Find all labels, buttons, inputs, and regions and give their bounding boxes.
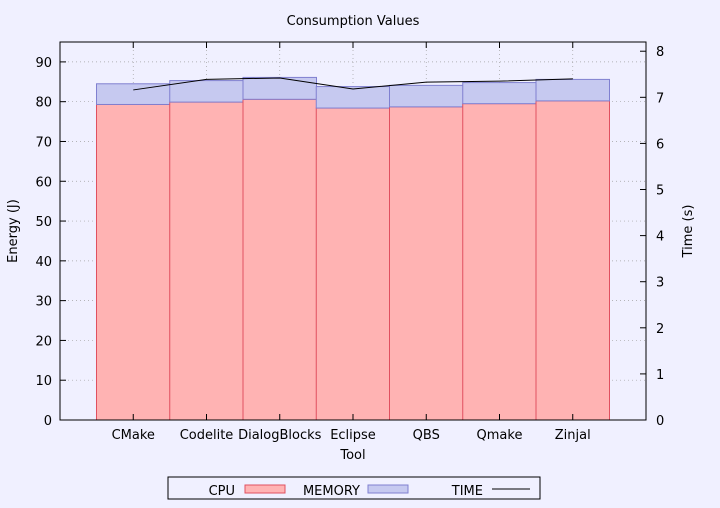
x-axis-title: Tool bbox=[339, 448, 365, 463]
x-tick-label: Codelite bbox=[180, 428, 234, 443]
y2-tick-label: 8 bbox=[656, 45, 664, 60]
y-tick-label: 0 bbox=[44, 414, 52, 429]
y2-tick-label: 2 bbox=[656, 322, 664, 337]
bar-cpu-qmake bbox=[462, 103, 537, 421]
y-tick-label: 20 bbox=[35, 334, 52, 349]
bar-cpu-cmake bbox=[96, 103, 171, 421]
y2-tick-label: 4 bbox=[656, 230, 664, 245]
y2-axis-title: Time (s) bbox=[681, 205, 696, 259]
chart-title: Consumption Values bbox=[287, 14, 420, 29]
bars-group bbox=[96, 76, 610, 421]
legend: CPU MEMORY TIME bbox=[167, 476, 541, 500]
x-tick-label: DialogBlocks bbox=[238, 428, 322, 443]
bar-memory-codelite bbox=[169, 80, 244, 103]
bar-memory-cmake bbox=[96, 83, 171, 105]
y2-tick-label: 0 bbox=[656, 414, 664, 429]
legend-frame bbox=[167, 476, 541, 500]
y-tick-label: 50 bbox=[35, 215, 52, 230]
y-tick-label: 30 bbox=[35, 295, 52, 310]
legend-label-time: TIME bbox=[451, 484, 483, 499]
y2-axis-ticks: 0 1 2 3 4 5 6 7 8 bbox=[640, 45, 664, 429]
y2-tick-label: 5 bbox=[656, 184, 664, 199]
bar-cpu-zinjal bbox=[535, 100, 610, 421]
x-tick-label: CMake bbox=[112, 428, 155, 443]
y2-tick-label: 7 bbox=[656, 91, 664, 106]
bar-memory-qmake bbox=[462, 82, 537, 105]
bar-cpu-codelite bbox=[169, 101, 244, 421]
y-tick-label: 70 bbox=[35, 135, 52, 150]
legend-label-memory: MEMORY bbox=[303, 484, 360, 499]
y-tick-label: 90 bbox=[35, 56, 52, 71]
x-tick-label: Zinjal bbox=[555, 428, 591, 443]
y-tick-label: 80 bbox=[35, 96, 52, 111]
bar-memory-dialogblocks bbox=[242, 76, 317, 100]
time-series-line bbox=[133, 77, 573, 91]
bar-memory-zinjal bbox=[535, 78, 610, 102]
y2-tick-label: 3 bbox=[656, 276, 664, 291]
y-axis-ticks: 0 10 20 30 40 50 60 70 80 90 bbox=[35, 56, 66, 429]
legend-swatch-cpu bbox=[244, 484, 286, 494]
y2-tick-label: 6 bbox=[656, 137, 664, 152]
x-tick-label: Qmake bbox=[477, 428, 523, 443]
legend-swatch-memory bbox=[367, 484, 409, 494]
bar-memory-eclipse bbox=[315, 86, 391, 109]
bar-cpu-qbs bbox=[389, 106, 464, 421]
bar-cpu-eclipse bbox=[315, 107, 391, 421]
x-tick-label: QBS bbox=[413, 428, 440, 443]
time-line-group bbox=[133, 77, 573, 91]
y-tick-label: 10 bbox=[35, 374, 52, 389]
y-tick-label: 40 bbox=[35, 255, 52, 270]
legend-label-cpu: CPU bbox=[209, 484, 235, 499]
bar-memory-qbs bbox=[389, 84, 464, 108]
y2-tick-label: 1 bbox=[656, 368, 664, 383]
x-tick-label: Eclipse bbox=[330, 428, 376, 443]
x-axis-ticks: CMake Codelite DialogBlocks Eclipse QBS Qmake… bbox=[112, 42, 591, 443]
bar-cpu-dialogblocks bbox=[242, 98, 317, 421]
y-axis-title: Energy (J) bbox=[6, 199, 21, 263]
y-tick-label: 60 bbox=[35, 175, 52, 190]
